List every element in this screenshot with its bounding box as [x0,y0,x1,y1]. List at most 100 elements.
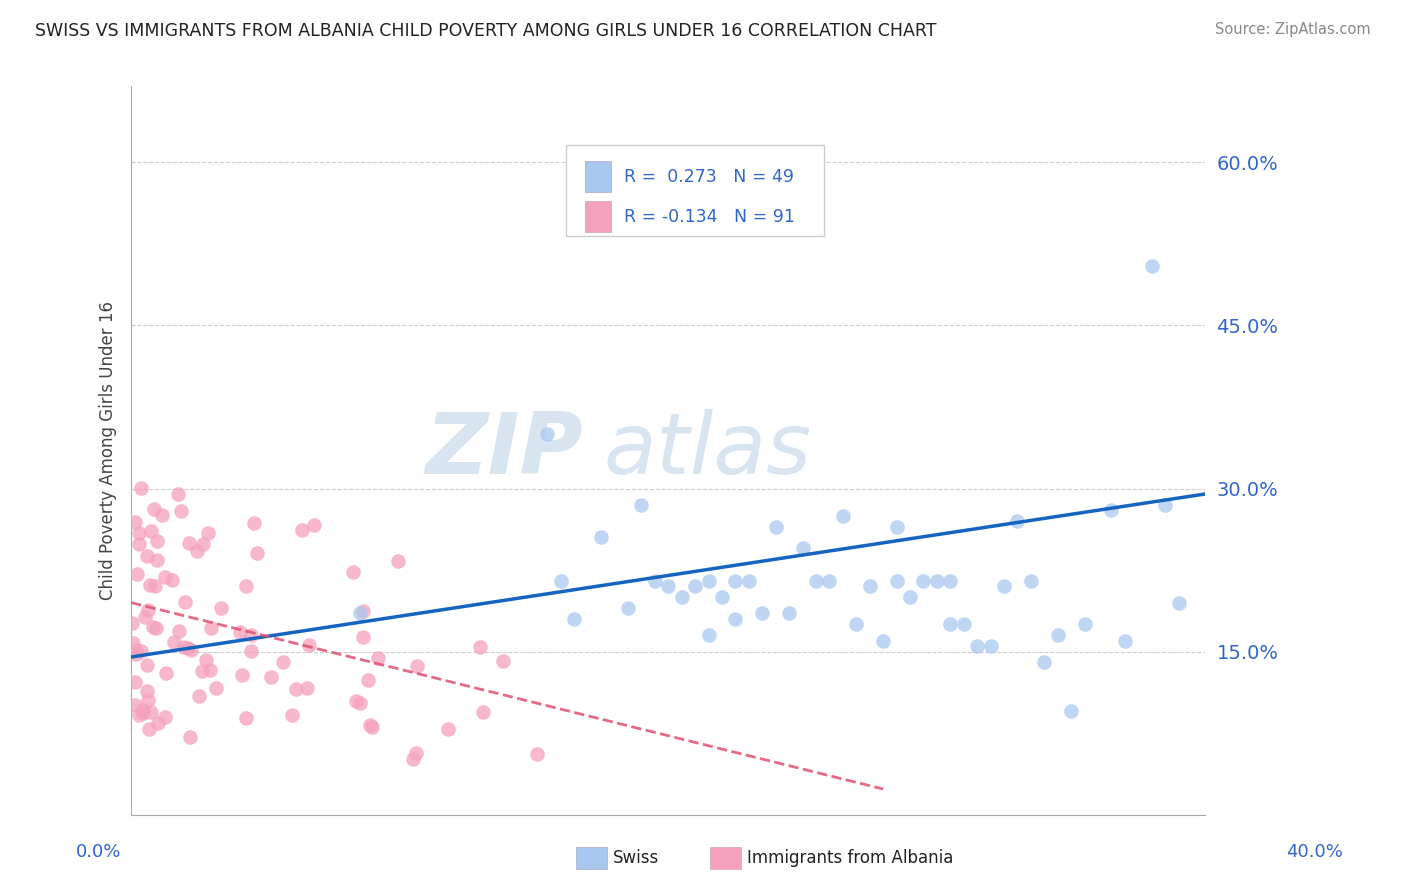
Point [387,554,409,568]
Point [145,621,167,635]
Point [697,628,720,642]
Point [186,543,208,558]
Point [136,693,159,707]
Point [228,624,250,639]
Text: R =  0.273   N = 49: R = 0.273 N = 49 [624,168,794,186]
Point [352,631,374,645]
Point [128,525,150,540]
Point [886,574,908,588]
Point [136,684,159,698]
Point [591,530,613,544]
Point [359,718,381,732]
Point [239,644,262,658]
Point [155,665,177,680]
Point [138,723,160,737]
Point [141,705,163,719]
Point [136,549,159,563]
Text: R = -0.134   N = 91: R = -0.134 N = 91 [624,208,796,226]
Point [360,720,382,734]
Point [200,621,222,635]
Point [352,603,374,617]
Point [153,570,176,584]
Point [472,705,495,719]
Point [193,537,215,551]
Point [271,655,294,669]
Point [831,508,853,523]
Text: atlas: atlas [605,409,811,492]
Point [298,639,321,653]
Point [155,710,177,724]
Point [468,640,491,654]
Point [711,590,734,604]
Point [179,731,201,745]
Point [671,590,693,604]
Point [644,574,666,588]
Point [162,573,184,587]
Point [683,579,706,593]
Point [285,682,308,697]
Point [724,574,747,588]
Point [191,664,214,678]
Point [845,617,868,632]
Point [174,595,197,609]
Point [125,648,148,662]
Point [1033,656,1056,670]
Point [1060,704,1083,718]
Point [1114,633,1136,648]
Point [180,643,202,657]
Point [402,752,425,766]
Point [136,657,159,672]
Point [239,628,262,642]
Point [765,519,787,533]
Point [139,524,162,538]
Point [993,579,1015,593]
Point [492,655,515,669]
Point [246,546,269,560]
Point [344,694,367,708]
Point [405,746,427,760]
Text: SWISS VS IMMIGRANTS FROM ALBANIA CHILD POVERTY AMONG GIRLS UNDER 16 CORRELATION : SWISS VS IMMIGRANTS FROM ALBANIA CHILD P… [35,22,936,40]
Point [304,517,326,532]
Point [980,639,1002,653]
Point [179,535,201,549]
Point [280,707,302,722]
Point [804,574,827,588]
Text: Source: ZipAtlas.com: Source: ZipAtlas.com [1215,22,1371,37]
Point [173,640,195,655]
Point [406,659,429,673]
Point [187,690,209,704]
Point [342,565,364,579]
Y-axis label: Child Poverty Among Girls Under 16: Child Poverty Among Girls Under 16 [100,301,117,600]
Point [562,612,585,626]
Point [526,747,548,761]
Point [859,579,882,593]
Point [1046,628,1069,642]
Point [235,711,257,725]
FancyBboxPatch shape [585,202,612,232]
Point [872,633,894,648]
Point [657,579,679,593]
Point [349,607,371,621]
Text: 0.0%: 0.0% [76,843,121,861]
Point [150,508,173,522]
Point [724,612,747,626]
Point [898,590,921,604]
Point [939,574,962,588]
Point [291,523,314,537]
Point [142,502,165,516]
Point [886,519,908,533]
Point [1154,498,1177,512]
Point [139,578,162,592]
Text: Immigrants from Albania: Immigrants from Albania [747,849,953,867]
FancyBboxPatch shape [567,145,824,235]
Point [146,715,169,730]
Text: 40.0%: 40.0% [1286,843,1343,861]
Point [125,643,148,657]
Point [167,624,190,638]
Point [128,536,150,550]
Point [1019,574,1042,588]
Point [617,601,640,615]
Text: ZIP: ZIP [425,409,582,492]
Point [738,574,761,588]
Point [125,567,148,582]
